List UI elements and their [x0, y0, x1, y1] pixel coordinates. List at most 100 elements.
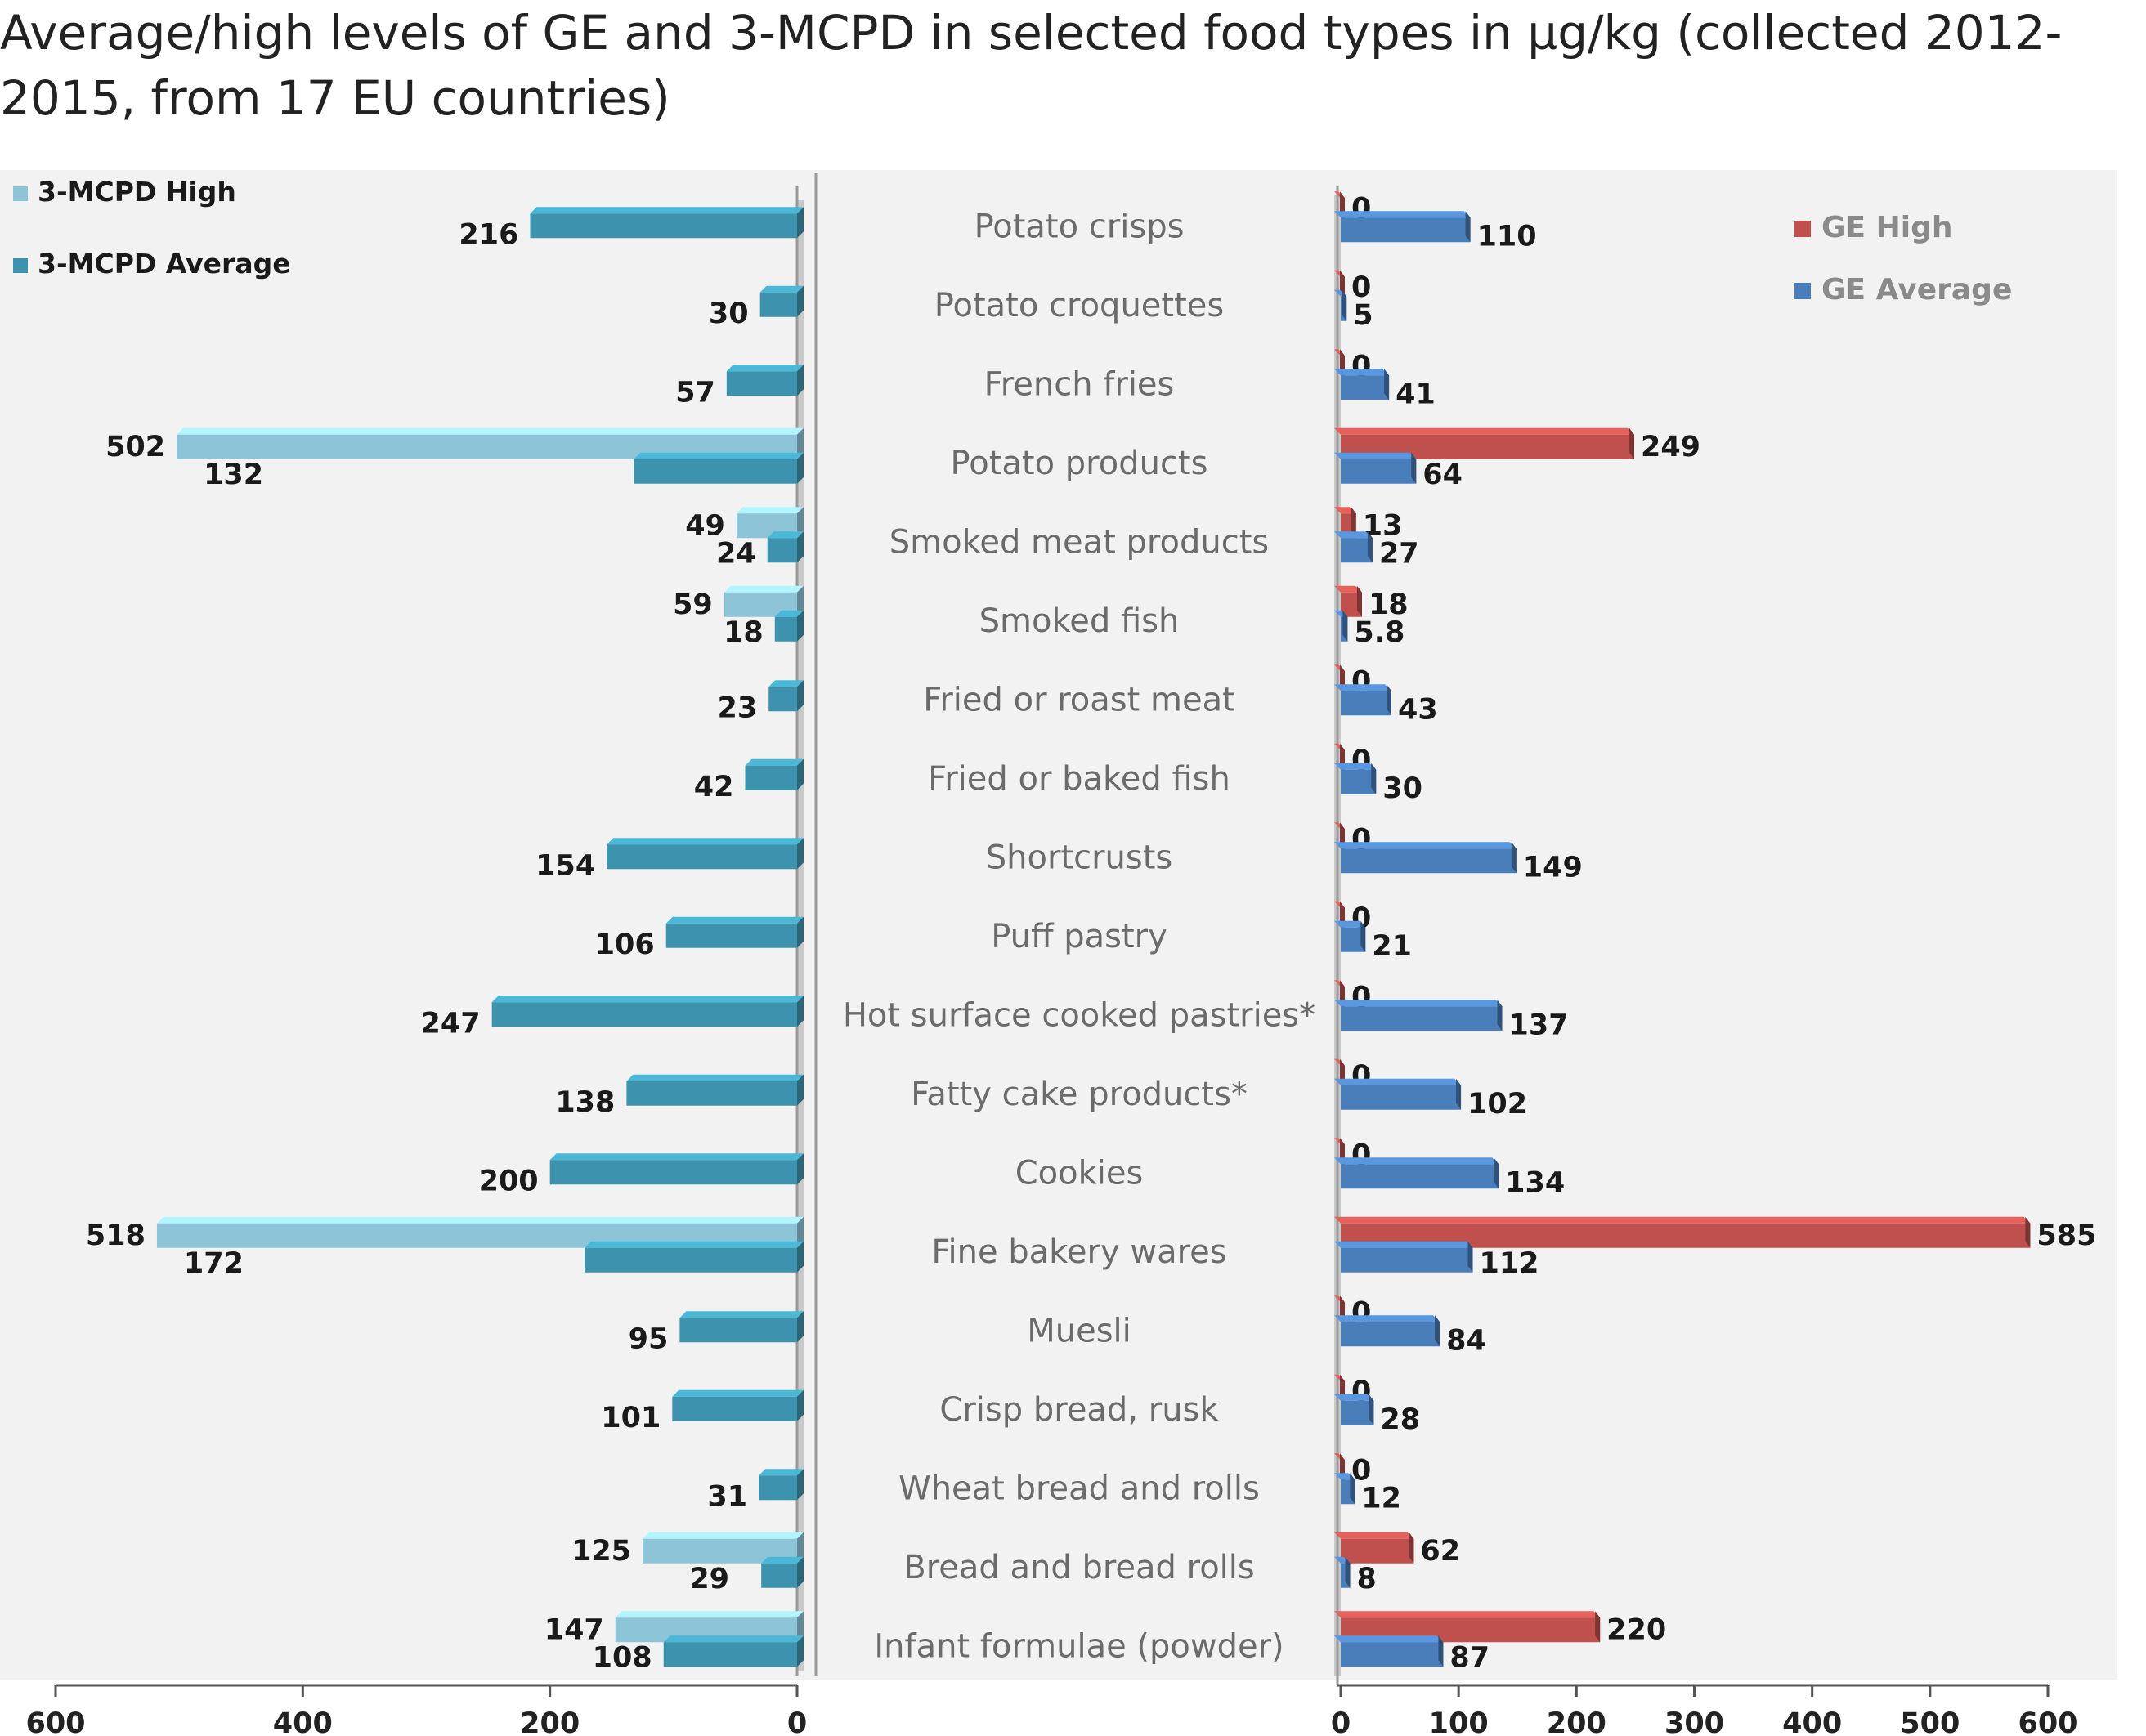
ge-average-bar-top — [1334, 1315, 1440, 1322]
mcpd-average-bar-top — [665, 916, 804, 924]
left-x-tick-label: 400 — [273, 1707, 333, 1736]
ge-high-bar-side — [2025, 1216, 2031, 1248]
mcpd-average-bar-top — [663, 1635, 804, 1643]
ge-average-bar-side — [1411, 452, 1417, 484]
mcpd-average-bar-side — [797, 285, 804, 317]
ge-average-bar-top — [1334, 452, 1417, 459]
chart-title: Average/high levels of GE and 3-MCPD in … — [0, 5, 2063, 126]
mcpd-average-bar-label: 216 — [459, 218, 518, 251]
ge-average-bar-label: 28 — [1380, 1403, 1420, 1436]
ge-high-bar-top — [1334, 1216, 2031, 1224]
mcpd-average-bar-top — [672, 1389, 804, 1397]
category-label: Bread and bread rolls — [903, 1549, 1255, 1586]
mcpd-high-bar-label: 147 — [544, 1613, 604, 1646]
right-legend-label: GE High — [1821, 211, 1953, 244]
mcpd-high-bar-top — [736, 507, 804, 514]
ge-average-bar-side — [1386, 684, 1391, 716]
ge-average-bar-label: 43 — [1398, 693, 1438, 726]
ge-average-bar-side — [1345, 1556, 1351, 1588]
ge-average-bar — [1341, 1164, 1499, 1189]
mcpd-average-bar-label: 154 — [535, 849, 595, 882]
mcpd-average-bar — [759, 1475, 797, 1501]
left-legend-swatch — [13, 258, 28, 273]
mcpd-average-bar-side — [797, 365, 804, 396]
mcpd-average-bar-side — [797, 1311, 804, 1343]
ge-average-bar-label: 112 — [1479, 1247, 1539, 1280]
mcpd-average-bar-top — [767, 531, 804, 539]
left-x-tick-label: 600 — [25, 1707, 85, 1736]
mcpd-high-bar-side — [797, 507, 804, 539]
ge-high-bar-label: 249 — [1641, 431, 1700, 463]
ge-average-bar — [1341, 538, 1373, 563]
mcpd-high-bar-top — [724, 585, 804, 593]
mcpd-average-bar-side — [797, 1635, 804, 1667]
ge-high-bar-label: 62 — [1420, 1535, 1460, 1568]
mcpd-average-bar-side — [797, 1153, 804, 1185]
mcpd-average-bar-side — [797, 1556, 804, 1588]
mcpd-average-bar — [761, 1563, 797, 1588]
right-x-tick-label: 200 — [1547, 1707, 1606, 1736]
mcpd-high-bar-label: 49 — [685, 509, 725, 542]
mcpd-average-bar — [663, 1642, 797, 1667]
mcpd-average-bar-top — [584, 1241, 804, 1248]
ge-average-bar — [1341, 1642, 1444, 1667]
ge-average-bar — [1341, 1322, 1440, 1347]
mcpd-high-bar-label: 518 — [86, 1219, 146, 1252]
ge-high-bar-label: 585 — [2036, 1219, 2096, 1252]
ge-average-bar-label: 137 — [1509, 1009, 1569, 1041]
ge-average-bar-top — [1334, 920, 1366, 928]
ge-average-bar-label: 12 — [1361, 1482, 1401, 1515]
category-label: Infant formulae (powder) — [874, 1627, 1284, 1665]
mcpd-average-bar — [774, 616, 797, 642]
mcpd-average-bar-top — [761, 1556, 804, 1564]
right-legend-label: GE Average — [1821, 273, 2012, 306]
category-label: Fried or roast meat — [923, 681, 1235, 718]
ge-average-bar-label: 110 — [1477, 220, 1537, 253]
mcpd-average-bar-top — [759, 285, 804, 293]
mcpd-average-bar-side — [797, 916, 804, 948]
ge-average-bar-label: 27 — [1379, 537, 1419, 570]
mcpd-average-bar-top — [745, 758, 804, 766]
mcpd-average-bar-top — [530, 207, 804, 214]
mcpd-average-bar-side — [797, 207, 804, 239]
mcpd-average-bar — [665, 923, 797, 948]
ge-average-bar-label: 5 — [1353, 299, 1373, 332]
ge-high-bar-top — [1334, 1532, 1414, 1539]
left-legend-swatch — [13, 186, 28, 201]
ge-average-bar-top — [1334, 1000, 1503, 1007]
mcpd-high-bar-top — [643, 1532, 804, 1539]
left-legend-label: 3-MCPD Average — [38, 248, 291, 280]
ge-average-bar — [1341, 217, 1471, 243]
category-label: Puff pastry — [991, 918, 1167, 955]
mcpd-high-bar-top — [615, 1611, 804, 1618]
mcpd-average-bar — [759, 292, 797, 317]
ge-average-bar — [1341, 1006, 1503, 1031]
ge-average-bar-side — [1342, 289, 1347, 321]
mcpd-average-bar-side — [797, 1469, 804, 1501]
ge-average-bar — [1341, 848, 1517, 874]
mcpd-high-bar-label: 59 — [673, 588, 713, 621]
right-x-tick-label: 0 — [1331, 1707, 1351, 1736]
plot-background — [0, 170, 2117, 1680]
category-label: Potato crisps — [974, 208, 1185, 245]
ge-average-bar-label: 149 — [1523, 851, 1583, 884]
ge-average-bar-top — [1334, 1157, 1499, 1165]
ge-average-bar-side — [1465, 211, 1471, 243]
ge-average-bar-top — [1334, 1394, 1374, 1401]
mcpd-average-bar-label: 106 — [595, 928, 655, 961]
ge-high-bar-label: 220 — [1606, 1613, 1666, 1646]
right-x-tick-label: 500 — [1900, 1707, 1960, 1736]
mcpd-average-bar-top — [607, 838, 804, 845]
right-panel: 0 100 200 300 400 500 600011005041249641327185… — [1331, 186, 2096, 1736]
mcpd-high-bar-label: 502 — [105, 431, 165, 463]
mcpd-average-bar — [584, 1247, 797, 1273]
right-x-tick-label: 400 — [1782, 1707, 1842, 1736]
mcpd-average-bar-side — [797, 610, 804, 642]
ge-average-bar-top — [1334, 684, 1391, 691]
mcpd-average-bar-side — [797, 1241, 804, 1273]
category-label: Fine bakery wares — [931, 1233, 1226, 1271]
mcpd-average-bar-label: 57 — [675, 376, 715, 409]
category-label: Crisp bread, rusk — [939, 1391, 1219, 1429]
